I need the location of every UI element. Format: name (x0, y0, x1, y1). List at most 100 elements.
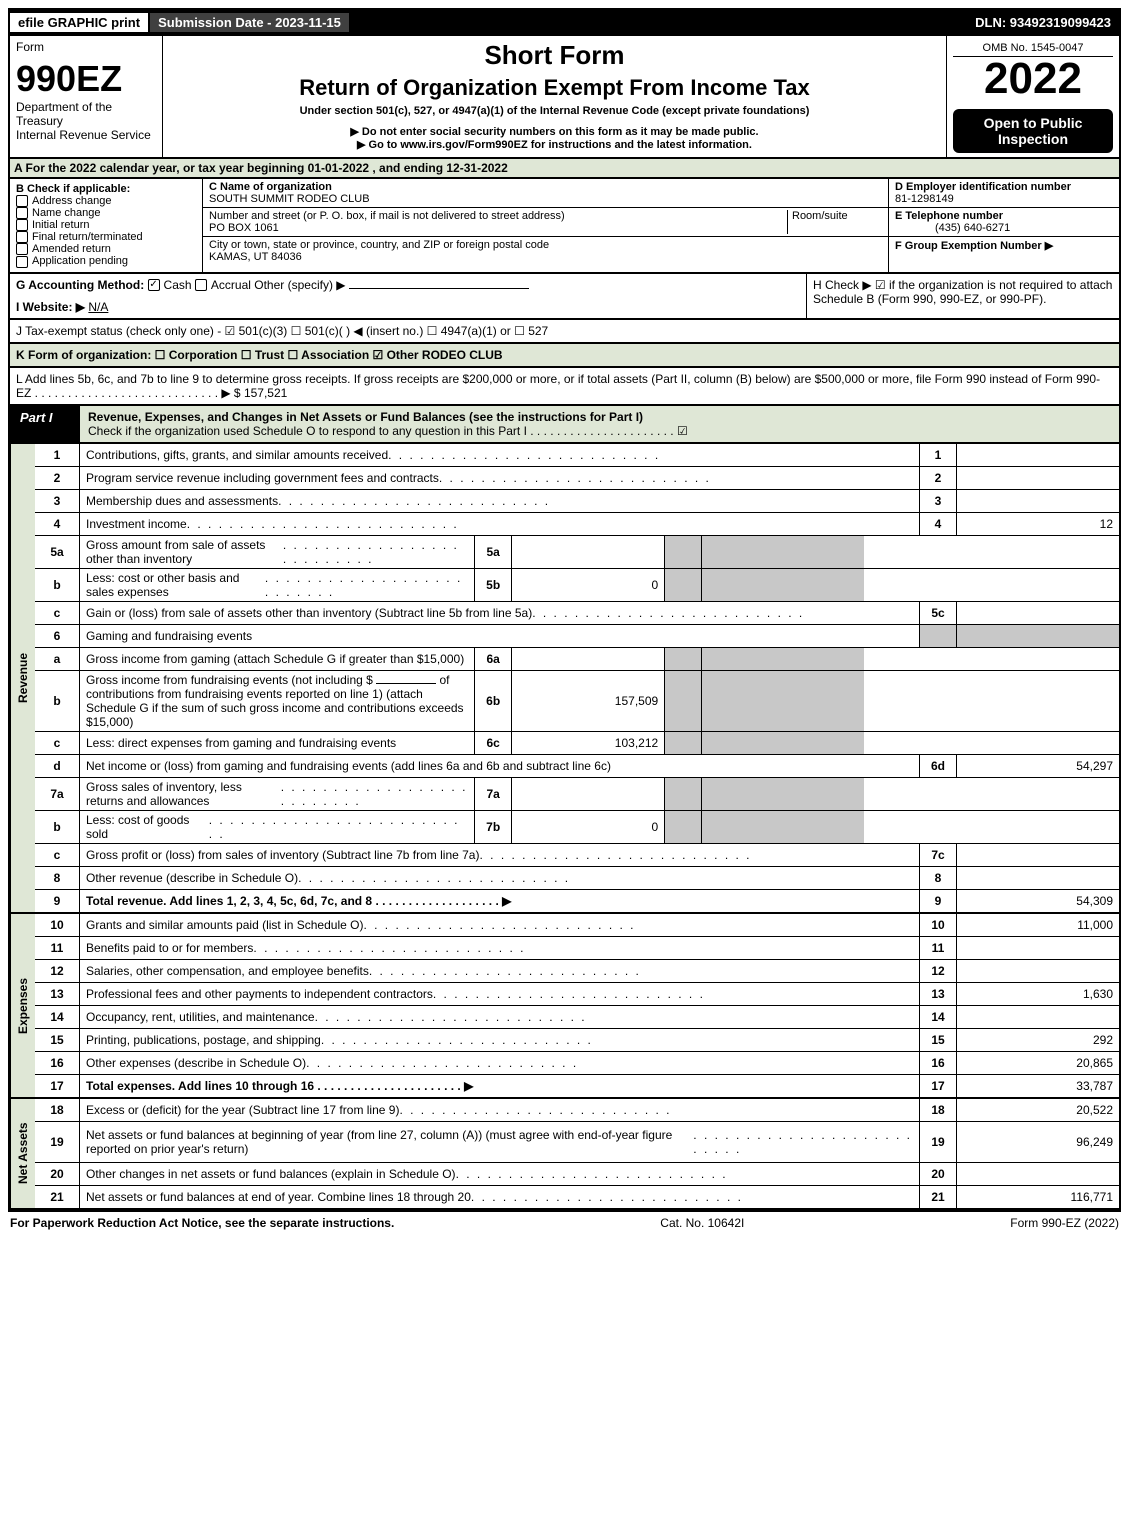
line-15-no: 15 (35, 1029, 80, 1051)
line-14-amt (957, 1006, 1119, 1028)
line-6c-samt: 103,212 (512, 732, 664, 754)
line-11-desc: Benefits paid to or for members (80, 937, 919, 959)
header-left: Form 990EZ Department of the Treasury In… (10, 36, 163, 157)
part-1-header: Part I Revenue, Expenses, and Changes in… (8, 406, 1121, 444)
line-19-amt: 96,249 (957, 1122, 1119, 1162)
line-12-row: 12 Salaries, other compensation, and emp… (35, 960, 1119, 983)
line-7a-sn: 7a (474, 778, 512, 810)
line-7a-shade-rn (664, 778, 702, 810)
line-6c-shade-rn (664, 732, 702, 754)
final-return-checkbox[interactable] (16, 231, 28, 243)
line-17-row: 17 Total expenses. Add lines 10 through … (35, 1075, 1119, 1097)
line-19-row: 19 Net assets or fund balances at beginn… (35, 1122, 1119, 1163)
line-5b-sn: 5b (474, 569, 512, 601)
under-section-text: Under section 501(c), 527, or 4947(a)(1)… (169, 105, 940, 117)
line-3-amt (957, 490, 1119, 512)
line-9-desc: Total revenue. Add lines 1, 2, 3, 4, 5c,… (80, 890, 919, 912)
line-16-no: 16 (35, 1052, 80, 1074)
efile-print-label[interactable]: efile GRAPHIC print (10, 13, 150, 32)
line-4-rn: 4 (919, 513, 957, 535)
accrual-checkbox[interactable] (195, 279, 207, 291)
line-4-amt: 12 (957, 513, 1119, 535)
line-k-text: K Form of organization: ☐ Corporation ☐ … (16, 348, 503, 362)
initial-return-label: Initial return (32, 219, 89, 231)
line-11-amt (957, 937, 1119, 959)
line-8-row: 8 Other revenue (describe in Schedule O)… (35, 867, 1119, 890)
line-6b-shade-amt (702, 671, 864, 731)
line-9-no: 9 (35, 890, 80, 912)
line-3-desc: Membership dues and assessments (80, 490, 919, 512)
line-5a-shade-rn (664, 536, 702, 568)
street-value: PO BOX 1061 (209, 222, 279, 234)
city-value: KAMAS, UT 84036 (209, 251, 302, 263)
line-6a-shade-amt (702, 648, 864, 670)
telephone-label: E Telephone number (895, 210, 1003, 222)
line-7c-amt (957, 844, 1119, 866)
line-l-text: L Add lines 5b, 6c, and 7b to line 9 to … (16, 372, 1100, 400)
line-6a-desc: Gross income from gaming (attach Schedul… (80, 648, 474, 670)
name-change-label: Name change (32, 207, 101, 219)
line-12-no: 12 (35, 960, 80, 982)
line-6a-row: a Gross income from gaming (attach Sched… (35, 648, 1119, 671)
line-21-row: 21 Net assets or fund balances at end of… (35, 1186, 1119, 1208)
irs-label: Internal Revenue Service (16, 128, 156, 142)
line-8-no: 8 (35, 867, 80, 889)
line-16-rn: 16 (919, 1052, 957, 1074)
initial-return-checkbox[interactable] (16, 219, 28, 231)
tax-year: 2022 (953, 57, 1113, 101)
cash-label: Cash (164, 278, 192, 292)
line-8-desc: Other revenue (describe in Schedule O) (80, 867, 919, 889)
line-5b-no: b (35, 569, 80, 601)
dept-label: Department of the Treasury (16, 100, 156, 128)
address-change-checkbox[interactable] (16, 195, 28, 207)
line-20-row: 20 Other changes in net assets or fund b… (35, 1163, 1119, 1186)
address-change-label: Address change (32, 195, 112, 207)
line-7a-row: 7a Gross sales of inventory, less return… (35, 778, 1119, 811)
line-7a-samt (512, 778, 664, 810)
name-change-checkbox[interactable] (16, 207, 28, 219)
line-6d-amt: 54,297 (957, 755, 1119, 777)
line-5a-desc: Gross amount from sale of assets other t… (80, 536, 474, 568)
line-6a-no: a (35, 648, 80, 670)
line-6a-samt (512, 648, 664, 670)
line-7a-no: 7a (35, 778, 80, 810)
accrual-label: Accrual (211, 278, 251, 292)
line-14-row: 14 Occupancy, rent, utilities, and maint… (35, 1006, 1119, 1029)
city-label: City or town, state or province, country… (209, 239, 549, 251)
line-4-desc: Investment income (80, 513, 919, 535)
form-footer-label: Form 990-EZ (2022) (1010, 1216, 1119, 1230)
cat-no: Cat. No. 10642I (660, 1216, 744, 1230)
goto-link[interactable]: ▶ Go to www.irs.gov/Form990EZ for instru… (169, 138, 940, 151)
org-name-label: C Name of organization (209, 181, 332, 193)
line-6b-amount-input[interactable] (376, 683, 436, 684)
line-7a-desc: Gross sales of inventory, less returns a… (80, 778, 474, 810)
line-16-desc: Other expenses (describe in Schedule O) (80, 1052, 919, 1074)
line-7b-shade-amt (702, 811, 864, 843)
amended-return-checkbox[interactable] (16, 243, 28, 255)
line-13-desc: Professional fees and other payments to … (80, 983, 919, 1005)
line-2-amt (957, 467, 1119, 489)
line-21-no: 21 (35, 1186, 80, 1208)
line-1-desc: Contributions, gifts, grants, and simila… (80, 444, 919, 466)
line-6b-row: b Gross income from fundraising events (… (35, 671, 1119, 732)
cash-checkbox[interactable] (148, 279, 160, 291)
line-2-row: 2 Program service revenue including gove… (35, 467, 1119, 490)
line-5a-no: 5a (35, 536, 80, 568)
other-specify-input[interactable] (349, 288, 529, 289)
other-specify-label: Other (specify) ▶ (254, 278, 345, 292)
line-9-row: 9 Total revenue. Add lines 1, 2, 3, 4, 5… (35, 890, 1119, 912)
application-pending-checkbox[interactable] (16, 256, 28, 268)
line-7b-samt: 0 (512, 811, 664, 843)
line-10-no: 10 (35, 914, 80, 936)
line-7b-row: b Less: cost of goods sold 7b 0 (35, 811, 1119, 844)
line-9-rn: 9 (919, 890, 957, 912)
line-5a-samt (512, 536, 664, 568)
line-6-shade-rn (919, 625, 957, 647)
open-public-inspection: Open to Public Inspection (953, 109, 1113, 153)
line-18-amt: 20,522 (957, 1099, 1119, 1121)
line-21-desc: Net assets or fund balances at end of ye… (80, 1186, 919, 1208)
line-12-amt (957, 960, 1119, 982)
line-7b-desc: Less: cost of goods sold (80, 811, 474, 843)
line-6d-row: d Net income or (loss) from gaming and f… (35, 755, 1119, 778)
line-5c-desc: Gain or (loss) from sale of assets other… (80, 602, 919, 624)
